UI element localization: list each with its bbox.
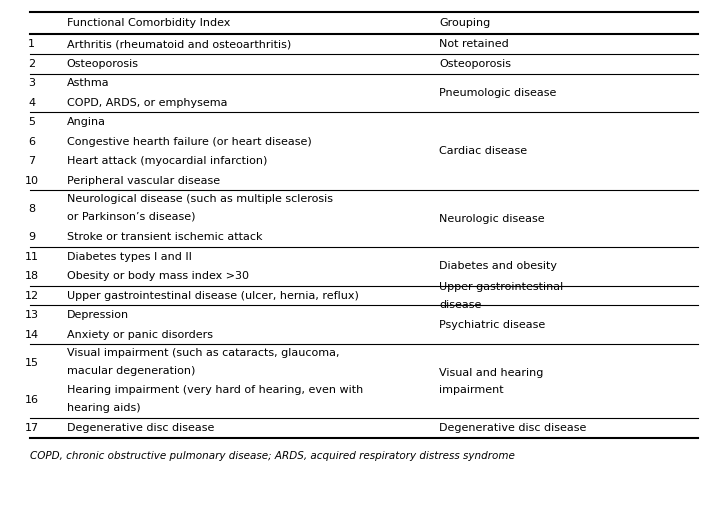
Text: Upper gastrointestinal: Upper gastrointestinal [439, 282, 564, 292]
Text: Peripheral vascular disease: Peripheral vascular disease [67, 176, 220, 186]
Text: 13: 13 [25, 310, 39, 320]
Text: 12: 12 [25, 291, 39, 301]
Text: Visual impairment (such as cataracts, glaucoma,: Visual impairment (such as cataracts, gl… [67, 348, 340, 358]
Text: Angina: Angina [67, 117, 105, 127]
Text: Cardiac disease: Cardiac disease [439, 147, 527, 156]
Text: Functional Comorbidity Index: Functional Comorbidity Index [67, 18, 230, 28]
Text: 4: 4 [28, 98, 35, 108]
Text: 18: 18 [25, 271, 39, 281]
Text: 16: 16 [25, 395, 39, 405]
Text: Not retained: Not retained [439, 40, 509, 49]
Text: Congestive hearth failure (or heart disease): Congestive hearth failure (or heart dise… [67, 137, 311, 147]
Text: 15: 15 [25, 358, 39, 368]
Text: Osteoporosis: Osteoporosis [439, 59, 511, 69]
Text: Anxiety or panic disorders: Anxiety or panic disorders [67, 330, 213, 340]
Text: 1: 1 [28, 40, 35, 49]
Text: impairment: impairment [439, 385, 504, 395]
Text: 10: 10 [25, 176, 39, 186]
Text: Pneumologic disease: Pneumologic disease [439, 88, 557, 98]
Text: Grouping: Grouping [439, 18, 491, 28]
Text: 8: 8 [28, 204, 35, 214]
Text: 9: 9 [28, 232, 35, 242]
Text: Neurological disease (such as multiple sclerosis: Neurological disease (such as multiple s… [67, 194, 333, 204]
Text: macular degeneration): macular degeneration) [67, 366, 195, 376]
Text: COPD, ARDS, or emphysema: COPD, ARDS, or emphysema [67, 98, 227, 108]
Text: Degenerative disc disease: Degenerative disc disease [67, 423, 214, 433]
Text: 11: 11 [25, 252, 39, 262]
Text: Heart attack (myocardial infarction): Heart attack (myocardial infarction) [67, 156, 267, 166]
Text: 5: 5 [28, 117, 35, 127]
Text: Obesity or body mass index >30: Obesity or body mass index >30 [67, 271, 249, 281]
Text: Depression: Depression [67, 310, 129, 320]
Text: Arthritis (rheumatoid and osteoarthritis): Arthritis (rheumatoid and osteoarthritis… [67, 40, 291, 49]
Text: Psychiatric disease: Psychiatric disease [439, 320, 546, 330]
Text: disease: disease [439, 300, 482, 309]
Text: or Parkinson’s disease): or Parkinson’s disease) [67, 212, 195, 222]
Text: 14: 14 [25, 330, 39, 340]
Text: Neurologic disease: Neurologic disease [439, 214, 545, 224]
Text: Visual and hearing: Visual and hearing [439, 368, 543, 378]
Text: Degenerative disc disease: Degenerative disc disease [439, 423, 587, 433]
Text: 2: 2 [28, 59, 35, 69]
Text: 7: 7 [28, 156, 35, 166]
Text: 17: 17 [25, 423, 39, 433]
Text: Hearing impairment (very hard of hearing, even with: Hearing impairment (very hard of hearing… [67, 385, 363, 395]
Text: Diabetes and obesity: Diabetes and obesity [439, 262, 557, 271]
Text: Osteoporosis: Osteoporosis [67, 59, 138, 69]
Text: Asthma: Asthma [67, 78, 110, 88]
Text: Diabetes types I and II: Diabetes types I and II [67, 252, 192, 262]
Text: 3: 3 [28, 78, 35, 88]
Text: 6: 6 [28, 137, 35, 147]
Text: Stroke or transient ischemic attack: Stroke or transient ischemic attack [67, 232, 262, 242]
Text: Upper gastrointestinal disease (ulcer, hernia, reflux): Upper gastrointestinal disease (ulcer, h… [67, 291, 359, 301]
Text: COPD, chronic obstructive pulmonary disease; ARDS, acquired respiratory distress: COPD, chronic obstructive pulmonary dise… [30, 451, 515, 461]
Text: hearing aids): hearing aids) [67, 403, 141, 413]
